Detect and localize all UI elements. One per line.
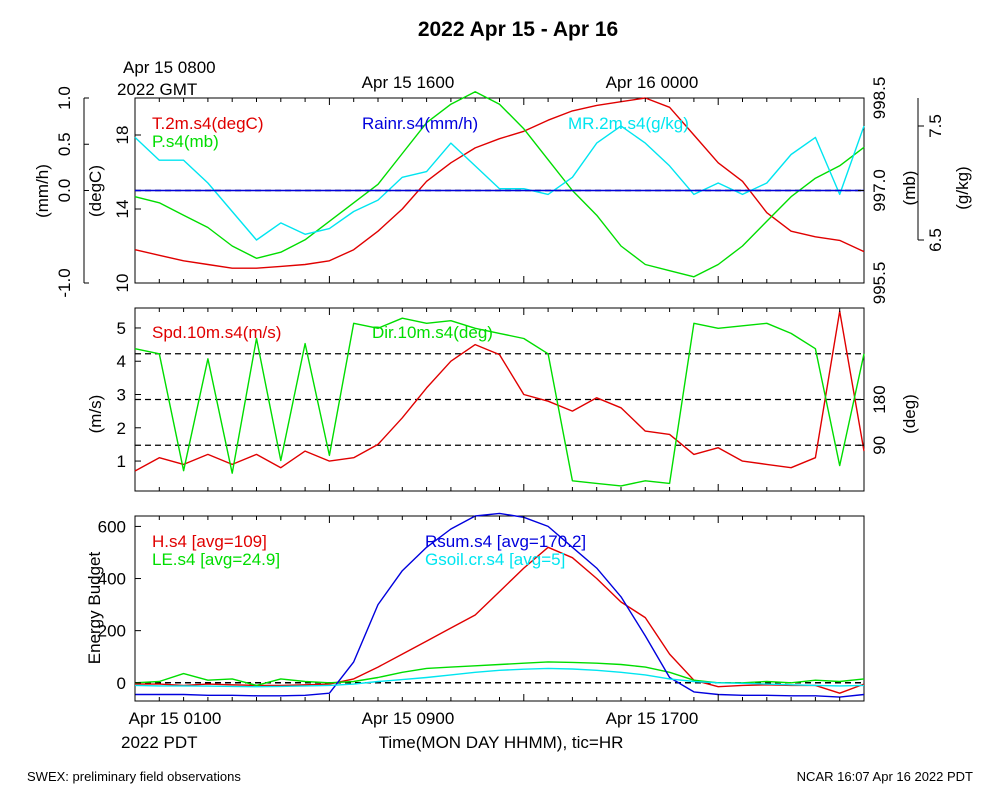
energy-axis-tick-label: 400 xyxy=(98,570,126,589)
series-layer xyxy=(134,91,865,698)
temp-axis-tick-label: 18 xyxy=(113,126,132,145)
legend-energy-1: LE.s4 [avg=24.9] xyxy=(152,550,280,569)
dir-series-line xyxy=(134,317,865,487)
mr-axis-tick-label: 6.5 xyxy=(926,228,945,252)
bottom-axis-tick2-label: Apr 15 0900 xyxy=(362,709,455,728)
energy-axis-tick-label: 200 xyxy=(98,622,126,641)
legend-pres: P.s4(mb) xyxy=(152,132,219,151)
mr-axis-tick-label: 7.5 xyxy=(926,114,945,138)
temp-axis-tick-label: 10 xyxy=(113,274,132,293)
legend-energy-2: Rsum.s4 [avg=170.2] xyxy=(425,532,586,551)
energy-series-line-3 xyxy=(134,667,865,688)
top-axis-tick2-label: Apr 15 1600 xyxy=(362,73,455,92)
speed-axis-tick-label: 2 xyxy=(117,419,126,438)
temp-axis-title: (degC) xyxy=(86,165,105,217)
bottom-axis-tick3-label: Apr 15 1700 xyxy=(606,709,699,728)
temp-series-line xyxy=(134,97,865,269)
pres-axis-tick-label: 998.5 xyxy=(870,77,889,120)
legend-layer: T.2m.s4(degC)P.s4(mb) Rainr.s4(mm/h) MR.2m… xyxy=(152,114,689,569)
bottom-axis-first-label-line2: 2022 PDT xyxy=(121,733,198,752)
chart-title: 2022 Apr 15 - Apr 16 xyxy=(418,18,618,41)
energy-series-line-2 xyxy=(135,512,865,698)
direction-axis-title: (deg) xyxy=(900,394,919,434)
rain-axis-tick-label: 1.0 xyxy=(55,86,74,110)
legend-direction: Dir.10m.s4(deg) xyxy=(372,323,493,342)
top-axis-tick3-label: Apr 16 0000 xyxy=(606,73,699,92)
legend-temp: T.2m.s4(degC) xyxy=(152,114,263,133)
top-axis-first-label-line2: 2022 GMT xyxy=(117,80,197,99)
footer-right: NCAR 16:07 Apr 16 2022 PDT xyxy=(797,769,973,784)
energy-axis-title: Energy Budget xyxy=(85,551,104,664)
energy-series-line-0 xyxy=(135,546,865,694)
pres-axis-tick-label: 997.0 xyxy=(870,169,889,212)
direction-axis-tick-label: 90 xyxy=(870,436,889,455)
legend-mr: MR.2m.s4(g/kg) xyxy=(568,114,689,133)
tick-layer: -1.00.00.51.0101418995.5997.0998.56.57.5… xyxy=(55,77,945,701)
speed-axis-tick-label: 1 xyxy=(117,452,126,471)
grid-layer xyxy=(135,189,864,684)
pres-axis-title: (mb) xyxy=(900,171,919,206)
speed-axis-tick-label: 3 xyxy=(117,386,126,405)
rain-axis-title: (mm/h) xyxy=(33,164,52,218)
footer-left: SWEX: preliminary field observations xyxy=(27,769,241,784)
speed-axis-tick-label: 4 xyxy=(117,352,126,371)
rain-axis-tick-label: 0.5 xyxy=(55,132,74,156)
rain-axis-tick-label: -1.0 xyxy=(55,268,74,297)
top-axis-first-label-line1: Apr 15 0800 xyxy=(123,58,216,77)
mr-axis-title: (g/kg) xyxy=(953,166,972,209)
speed-axis-tick-label: 5 xyxy=(117,319,126,338)
bottom-axis-first-label-line1: Apr 15 0100 xyxy=(129,709,222,728)
legend-energy-0: H.s4 [avg=109] xyxy=(152,532,267,551)
legend-energy-3: Gsoil.cr.s4 [avg=5] xyxy=(425,550,565,569)
legend-speed: Spd.10m.s4(m/s) xyxy=(152,323,281,342)
x-axis-title: Time(MON DAY HHMM), tic=HR xyxy=(379,733,624,752)
mr-series-line xyxy=(134,125,865,241)
spd-series-line xyxy=(134,310,865,472)
energy-series-line-1 xyxy=(134,661,865,687)
energy-axis-tick-label: 600 xyxy=(98,517,126,536)
temp-axis-tick-label: 14 xyxy=(113,200,132,219)
direction-axis-tick-label: 180 xyxy=(870,385,889,413)
pres-axis-tick-label: 995.5 xyxy=(870,262,889,305)
pres-series-line xyxy=(134,91,865,278)
rain-axis-tick-label: 0.0 xyxy=(55,179,74,203)
speed-axis-title: (m/s) xyxy=(86,395,105,434)
legend-rain: Rainr.s4(mm/h) xyxy=(362,114,478,133)
energy-axis-tick-label: 0 xyxy=(117,674,126,693)
